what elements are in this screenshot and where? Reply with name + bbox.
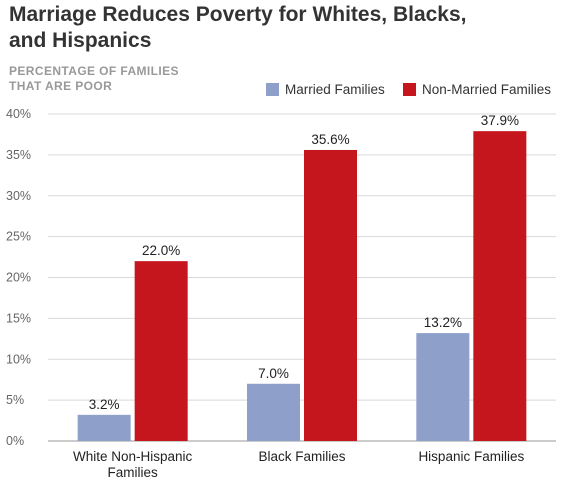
chart-title: Marriage Reduces Poverty for Whites, Bla… — [9, 2, 559, 54]
y-tick-label: 40% — [6, 107, 31, 121]
legend-item-married: Married Families — [266, 81, 385, 97]
data-label: 13.2% — [424, 315, 462, 330]
chart-title-line: and Hispanics — [9, 29, 152, 52]
bar — [134, 261, 188, 441]
legend-item-non-married: Non-Married Families — [403, 81, 552, 97]
y-tick-label: 0% — [6, 434, 24, 448]
data-label: 3.2% — [89, 397, 120, 412]
legend-label-non-married: Non-Married Families — [422, 81, 552, 97]
y-axis-label-line: THAT ARE POOR — [9, 79, 113, 93]
legend-swatch-married — [266, 82, 279, 96]
data-label: 22.0% — [142, 243, 180, 258]
category-label: White Non-Hispanic — [73, 449, 193, 464]
data-label: 35.6% — [311, 132, 349, 147]
y-axis-label: PERCENTAGE OF FAMILIES THAT ARE POOR — [9, 64, 179, 94]
bar — [77, 414, 131, 441]
bar — [473, 131, 527, 442]
y-tick-label: 30% — [6, 189, 31, 203]
category-label: Black Families — [258, 449, 345, 464]
chart-title-line: Marriage Reduces Poverty for Whites, Bla… — [9, 3, 467, 26]
y-tick-label: 35% — [6, 148, 31, 162]
legend-swatch-non-married — [403, 82, 416, 96]
y-tick-label: 15% — [6, 311, 31, 325]
bar — [247, 383, 300, 441]
y-tick-label: 10% — [6, 352, 31, 366]
data-label: 7.0% — [258, 366, 289, 381]
y-axis-label-line: PERCENTAGE OF FAMILIES — [9, 64, 179, 78]
bar — [416, 333, 470, 441]
bar — [304, 149, 357, 441]
category-label: Hispanic Families — [418, 449, 524, 464]
data-label: 37.9% — [481, 113, 519, 128]
y-tick-label: 5% — [6, 393, 24, 407]
category-label: Families — [108, 465, 159, 480]
y-tick-label: 25% — [6, 230, 31, 244]
y-tick-label: 20% — [6, 271, 31, 285]
legend-label-married: Married Families — [285, 81, 385, 97]
